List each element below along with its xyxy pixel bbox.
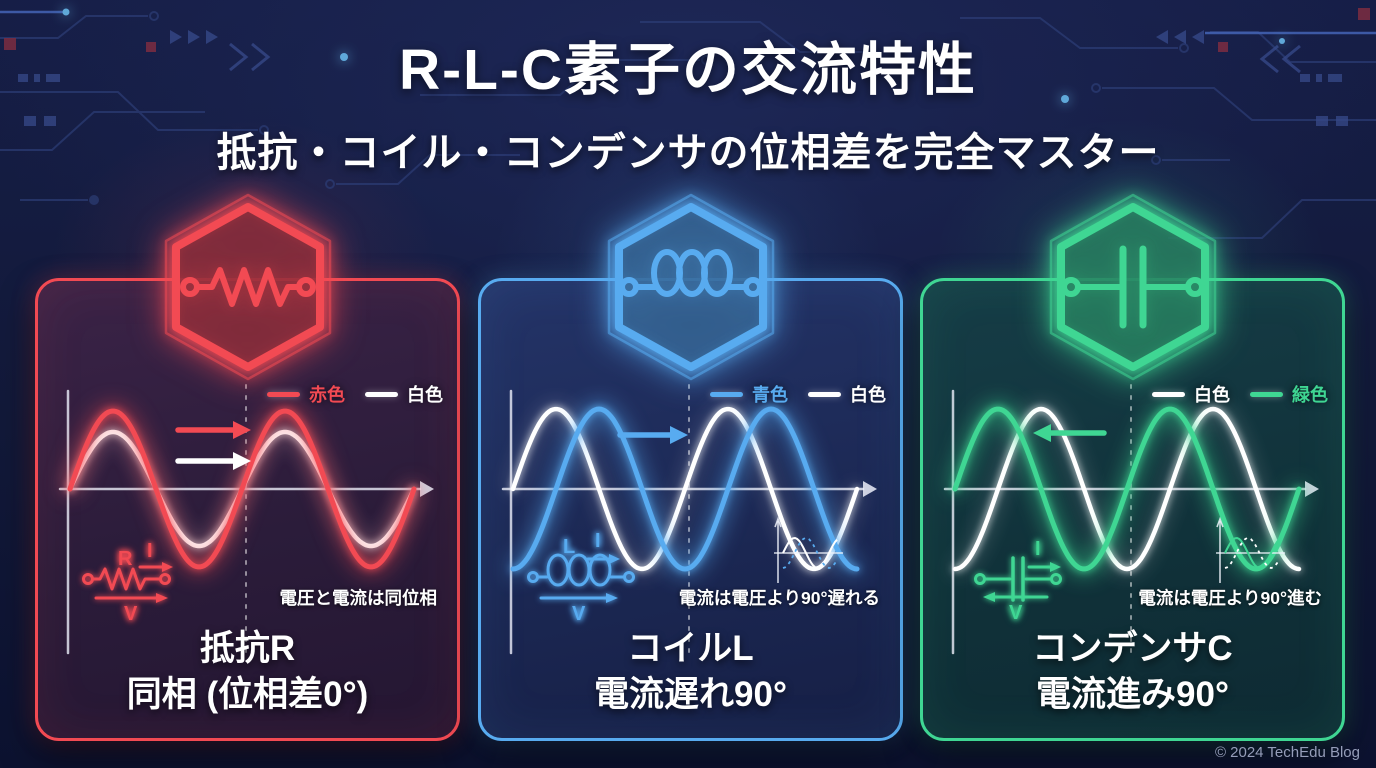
legend-item-voltage: 赤色	[267, 381, 345, 407]
x-axis-arrowhead	[1305, 481, 1319, 497]
legend-label: 赤色	[309, 385, 345, 405]
panel-phase-summary: 電流遅れ90°	[594, 674, 787, 714]
copyright-text: © 2024 TechEdu Blog	[1214, 744, 1360, 761]
current-label: I	[1035, 538, 1041, 560]
legend-item-voltage: 白色	[1152, 381, 1230, 407]
current-wave-green	[952, 406, 1302, 572]
resistor-circuit-diagram: R I V	[82, 540, 173, 625]
legend-label: 白色	[850, 385, 886, 405]
legend-swatch-white	[365, 391, 398, 397]
panel-capacitor: 白色 緑色 I	[920, 193, 1345, 741]
waveform-chart-resistor: R I V	[58, 384, 434, 660]
inset-voltage-wave	[1224, 537, 1280, 569]
legend-item-current: 青色	[710, 381, 788, 407]
legend-item-voltage: 白色	[808, 381, 886, 407]
panel-heading: コイルL 電流遅れ90°	[481, 626, 900, 718]
legend-label: 白色	[407, 385, 443, 405]
resistor-icon	[179, 267, 316, 307]
current-label: I	[595, 530, 601, 552]
voltage-wave-white	[952, 406, 1302, 572]
legend-label: 緑色	[1292, 385, 1328, 405]
legend-swatch-red	[267, 391, 300, 397]
legend: 白色 緑色	[1152, 381, 1328, 407]
legend: 赤色 白色	[267, 381, 443, 407]
legend-label: 白色	[1194, 385, 1230, 405]
voltage-label: V	[1009, 602, 1023, 624]
waveform-chart-inductor: L I V	[501, 384, 877, 660]
voltage-label: V	[572, 603, 586, 625]
legend: 青色 白色	[710, 381, 886, 407]
header: R-L-C素子の交流特性 抵抗・コイル・コンデンサの位相差を完全マスター	[0, 0, 1376, 178]
phase-shift-arrow	[1033, 424, 1107, 442]
legend-item-current: 白色	[365, 381, 443, 407]
page-title: R-L-C素子の交流特性	[398, 38, 978, 102]
inset-current-wave	[1224, 536, 1280, 570]
panel-resistor: 赤色 白色 R I	[35, 193, 460, 741]
capacitor-circuit-diagram: I V	[974, 538, 1062, 624]
phase-shift-arrows	[175, 421, 251, 470]
legend-swatch-blue	[710, 391, 743, 397]
inductor-badge	[603, 189, 779, 385]
current-label: I	[147, 540, 153, 562]
current-wave-blue	[510, 406, 860, 572]
capacitor-icon	[1060, 245, 1205, 329]
panel-title: 抵抗R	[199, 628, 296, 668]
panel-heading: 抵抗R 同相 (位相差0°)	[38, 626, 457, 718]
phase-note: 電流は電圧より90°遅れる	[678, 588, 880, 608]
waveform-chart-capacitor: I V	[943, 384, 1319, 660]
voltage-label: V	[124, 603, 138, 625]
legend-swatch-white	[808, 391, 841, 397]
inductor-circuit-diagram: L I V	[527, 530, 635, 625]
phase-inset-chart	[774, 516, 843, 583]
voltage-wave-white	[510, 406, 860, 572]
component-label: R	[118, 548, 133, 570]
panel-heading: コンデンサC 電流進み90°	[923, 626, 1342, 718]
legend-swatch-green	[1250, 391, 1283, 397]
inductor-coil-icon	[618, 249, 763, 297]
component-label: L	[563, 536, 575, 558]
panel-phase-summary: 電流進み90°	[1036, 674, 1229, 714]
inset-voltage-wave	[782, 536, 838, 570]
phase-shift-arrow	[617, 426, 688, 444]
panel-phase-summary: 同相 (位相差0°)	[126, 674, 369, 714]
capacitor-badge	[1045, 189, 1221, 385]
voltage-wave-red	[67, 408, 417, 570]
phase-inset-chart	[1216, 516, 1285, 583]
inset-current-wave	[782, 537, 838, 569]
phase-note: 電流は電圧より90°進む	[1138, 588, 1322, 608]
panel-inductor: 青色 白色 L I	[478, 193, 903, 741]
phase-note: 電圧と電流は同位相	[279, 588, 438, 608]
x-axis-arrowhead	[420, 481, 434, 497]
x-axis-arrowhead	[863, 481, 877, 497]
legend-swatch-white	[1152, 391, 1185, 397]
legend-item-current: 緑色	[1250, 381, 1328, 407]
panel-title: コンデンサC	[1032, 628, 1233, 668]
panel-title: コイルL	[627, 628, 754, 668]
resistor-badge	[160, 189, 336, 385]
legend-label: 青色	[752, 385, 788, 405]
page-subtitle: 抵抗・コイル・コンデンサの位相差を完全マスター	[216, 131, 1160, 175]
